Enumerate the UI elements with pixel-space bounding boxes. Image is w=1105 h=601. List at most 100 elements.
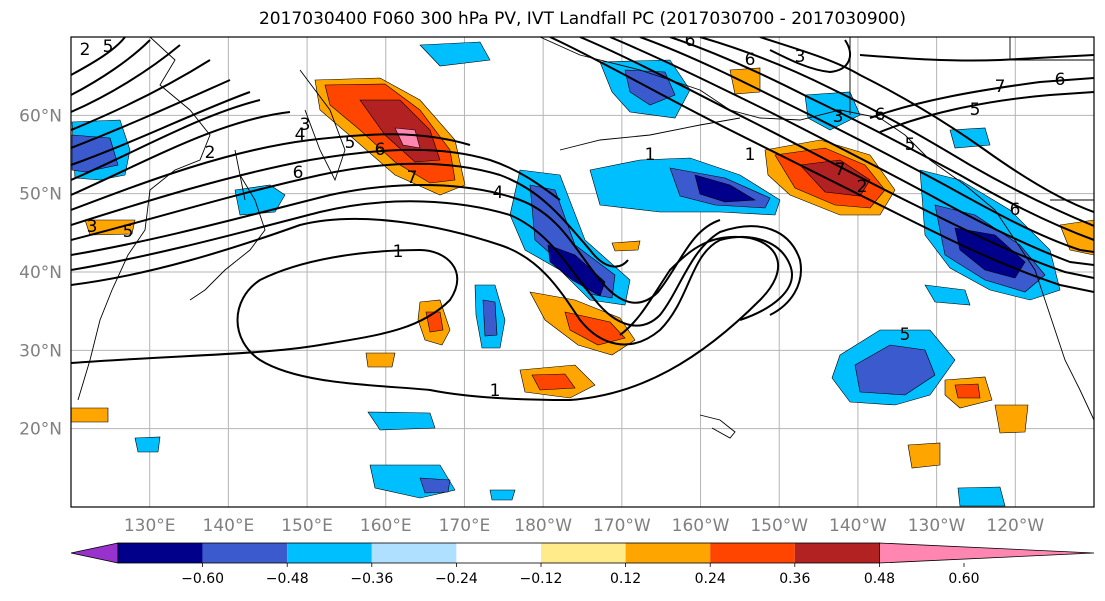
colorbar-label: −0.60 <box>181 571 224 587</box>
contour-label: 7 <box>407 168 418 188</box>
lon-label: 170°E <box>439 516 491 536</box>
shade-pos-sub9 <box>365 352 396 368</box>
contour-label: 7 <box>995 77 1006 97</box>
lon-label: 130°W <box>908 516 966 536</box>
contour-label: 1 <box>490 381 501 401</box>
lon-label: 150°E <box>281 516 333 536</box>
contour-20 <box>669 37 1094 241</box>
contour-label: 3 <box>833 107 844 127</box>
colorbar-label: 0.48 <box>864 571 895 587</box>
contour-2 <box>71 217 793 346</box>
shade-neg-sub1-core <box>482 299 498 337</box>
colorbar-extend-high <box>879 542 1095 564</box>
colorbar-extend-low <box>70 542 119 564</box>
pv-positive-anomalies <box>71 67 1094 469</box>
contour-10 <box>71 91 251 166</box>
contour-label: 2 <box>857 177 868 197</box>
colorbar-frame <box>117 542 880 564</box>
contour-label: 4 <box>295 125 306 145</box>
contour-17 <box>579 37 1094 279</box>
contour-12 <box>71 59 211 131</box>
colorbar-swatch <box>710 543 795 563</box>
shade-pos-ridge1-peak <box>394 127 421 149</box>
contour-label: 3 <box>300 115 311 135</box>
shade-neg-goa-core <box>694 174 756 203</box>
shade-pos-ridge2-core <box>799 159 871 197</box>
contour-15 <box>71 37 126 76</box>
contour-8 <box>71 111 291 196</box>
map-title: 2017030400 F060 300 hPa PV, IVT Landfall… <box>258 9 906 29</box>
shade-neg-sub5 <box>134 436 161 453</box>
lon-label: 180°W <box>514 516 572 536</box>
contour-label: 2 <box>80 40 91 60</box>
shade-pos-sub5 <box>994 404 1029 434</box>
shade-neg-sub2-core <box>854 344 936 396</box>
lon-label: 150°W <box>750 516 808 536</box>
contour-label: 3 <box>795 47 806 67</box>
coast-na-west <box>994 209 1094 421</box>
shade-pos-sub8 <box>84 219 136 236</box>
lon-label: 160°E <box>360 516 412 536</box>
shade-pos-sub2-core <box>531 373 576 391</box>
lon-label: 120°W <box>986 516 1044 536</box>
contour-5 <box>71 162 629 268</box>
shade-neg-top1 <box>419 41 491 67</box>
contour-3 <box>71 200 802 327</box>
contour-label: 1 <box>393 242 404 262</box>
contour-9 <box>71 99 261 181</box>
shade-neg-sub4 <box>367 411 436 431</box>
colorbar-label: 0.24 <box>695 571 726 587</box>
contour-19 <box>639 37 1094 253</box>
colorbar-label: −0.36 <box>350 571 393 587</box>
shade-pos-sub6 <box>907 442 941 469</box>
lat-label: 60°N <box>19 106 62 126</box>
lon-label: 140°W <box>829 516 887 536</box>
colorbar-swatch <box>371 543 457 563</box>
contour-13 <box>71 44 181 113</box>
height-contours <box>71 37 1094 402</box>
contour-label: 6 <box>293 163 304 183</box>
contour-label: 1 <box>745 145 756 165</box>
lon-label: 170°W <box>593 516 651 536</box>
contour-25 <box>859 54 1094 62</box>
colorbar-swatch <box>456 543 541 563</box>
contour-label: 2 <box>205 143 216 163</box>
contour-label: 6 <box>875 105 886 125</box>
shade-pos-sub7 <box>71 407 109 423</box>
colorbar-label: −0.48 <box>266 571 309 587</box>
contour-16 <box>549 37 1094 293</box>
contour-label: 4 <box>493 183 504 203</box>
contour-label: 7 <box>835 160 846 180</box>
shade-neg-trough-mid <box>529 184 616 299</box>
colorbar-swatch <box>118 543 203 563</box>
colorbar-swatch <box>287 543 372 563</box>
contour-24 <box>879 91 1094 133</box>
contour-label: 5 <box>970 100 981 120</box>
latitude-labels: 20°N 30°N 40°N 50°N 60°N <box>19 106 62 439</box>
contour-label: 6 <box>375 140 386 160</box>
contour-label: 6 <box>685 31 696 51</box>
contour-26 <box>769 39 851 74</box>
colorbar-label: −0.24 <box>435 571 478 587</box>
contour-label: 5 <box>900 325 911 345</box>
colorbar-label: 0.60 <box>948 571 979 587</box>
lat-label: 50°N <box>19 185 62 205</box>
contour-1 <box>71 235 779 402</box>
shade-neg-sub8 <box>957 486 1006 507</box>
shade-neg-sub7 <box>489 489 516 501</box>
coast-hawaii <box>699 414 736 439</box>
contour-label: 1 <box>645 145 656 165</box>
contour-7 <box>71 133 471 211</box>
colorbar-label: −0.12 <box>520 571 563 587</box>
contour-6 <box>71 148 561 226</box>
coast-asia <box>77 37 211 401</box>
lat-label: 20°N <box>19 420 62 440</box>
contour-18 <box>609 37 1094 266</box>
colorbar-swatch <box>794 543 880 563</box>
colorbar-label: 0.12 <box>610 571 641 587</box>
shade-pos-sub4-core <box>954 383 981 399</box>
contour-11 <box>71 79 231 149</box>
shade-pos-sub10 <box>611 240 641 252</box>
